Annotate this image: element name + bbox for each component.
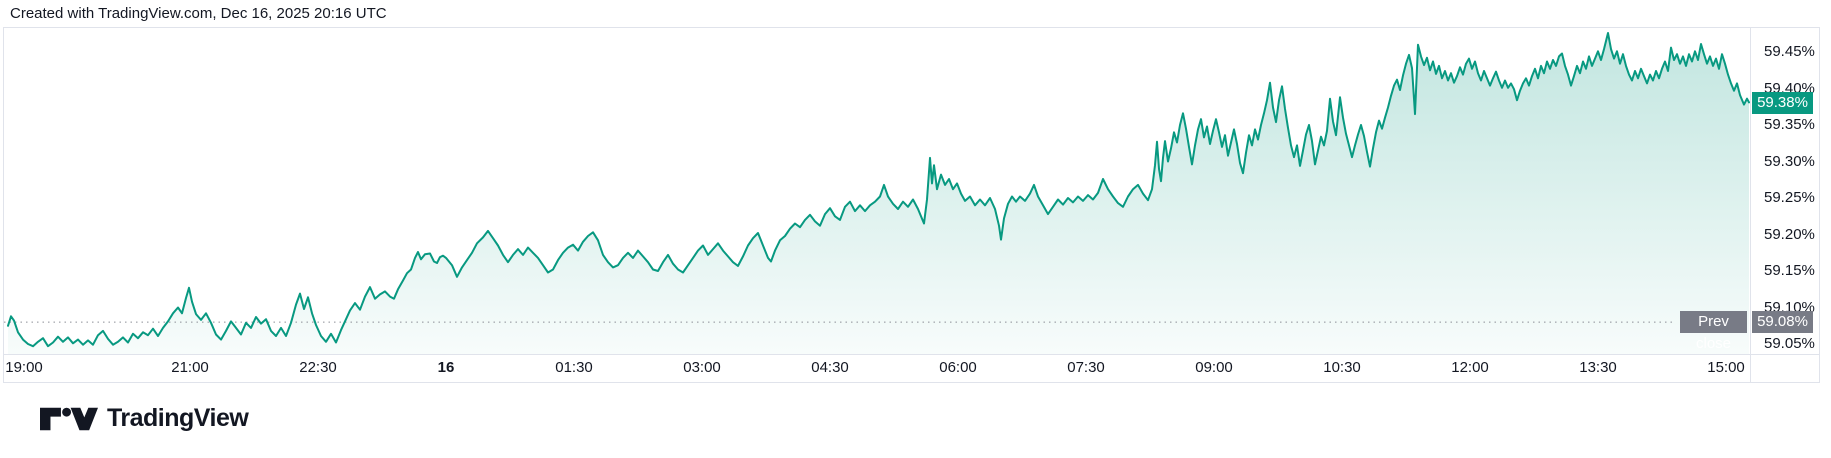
chart-frame: 59.45% 59.40% 59.35% 59.30% 59.25% 59.20% 59.1…	[3, 27, 1820, 383]
price-axis-label: 59.25%	[1764, 189, 1815, 206]
time-axis-label: 09:00	[1195, 359, 1233, 376]
time-axis-label: 03:00	[683, 359, 721, 376]
price-axis-label: 59.20%	[1764, 226, 1815, 243]
prev-close-value-badge: 59.08%	[1752, 311, 1813, 333]
time-axis-label: 21:00	[171, 359, 209, 376]
tradingview-logo-text: TradingView	[107, 404, 249, 432]
price-line	[7, 32, 1750, 348]
time-axis-label: 06:00	[939, 359, 977, 376]
time-axis-label: 12:00	[1451, 359, 1489, 376]
time-axis-label: 13:30	[1579, 359, 1617, 376]
time-axis-label: 07:30	[1067, 359, 1105, 376]
price-axis-label: 59.15%	[1764, 262, 1815, 279]
time-axis-label: 10:30	[1323, 359, 1361, 376]
area-fill	[8, 33, 1749, 354]
last-price-badge: 59.38%	[1752, 92, 1813, 114]
price-axis-label: 59.05%	[1764, 335, 1815, 352]
tradingview-logo[interactable]: TradingView	[40, 404, 249, 433]
time-axis-label: 01:30	[555, 359, 593, 376]
time-axis-label: 19:00	[5, 359, 43, 376]
price-axis-label: 59.35%	[1764, 116, 1815, 133]
price-axis-label: 59.30%	[1764, 153, 1815, 170]
time-axis-label: 04:30	[811, 359, 849, 376]
time-axis-label: 16	[437, 359, 455, 376]
attribution-text: Created with TradingView.com, Dec 16, 20…	[10, 5, 387, 22]
tradingview-logo-mark	[40, 407, 98, 430]
prev-close-label-badge: Prev close	[1680, 311, 1747, 352]
price-axis-label: 59.45%	[1764, 43, 1815, 60]
price-chart-plot[interactable]	[4, 28, 1819, 382]
time-axis-label: 22:30	[299, 359, 337, 376]
time-axis-label: 15:00	[1707, 359, 1745, 376]
